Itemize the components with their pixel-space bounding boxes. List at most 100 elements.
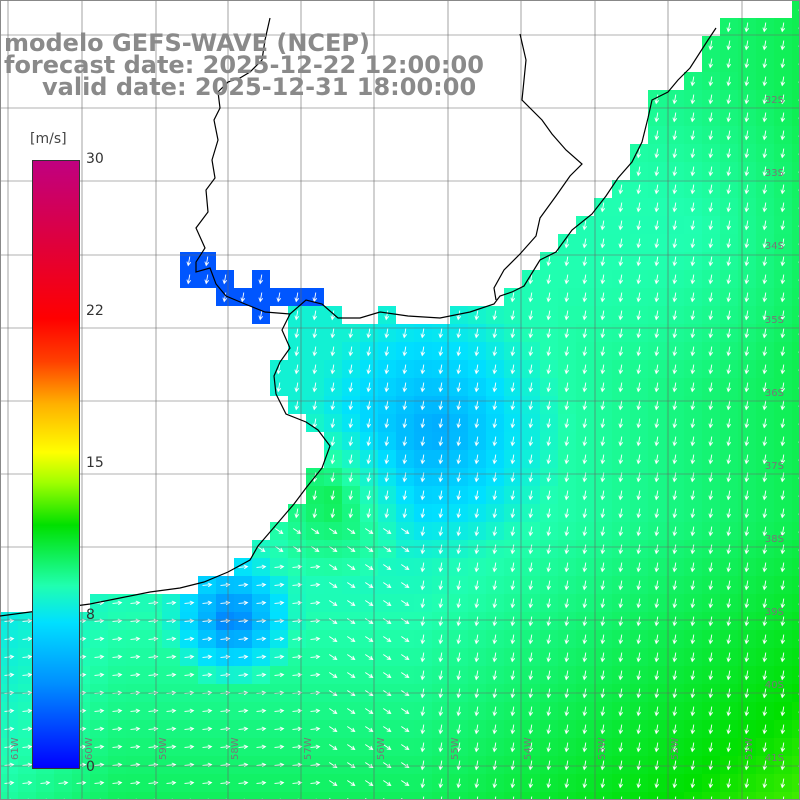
wind-arrow <box>312 346 318 357</box>
wind-arrow <box>402 454 408 465</box>
wind-arrow <box>401 600 410 607</box>
wind-arrow <box>347 636 356 643</box>
wind-arrow <box>347 708 356 715</box>
wind-arrow <box>492 580 498 591</box>
wind-arrow <box>420 526 426 537</box>
wind-arrow <box>582 310 588 321</box>
wind-arrow <box>348 364 354 375</box>
wind-arrow <box>600 508 606 519</box>
wind-arrow <box>312 292 318 303</box>
wind-arrow <box>294 310 300 321</box>
wind-arrow <box>582 400 588 411</box>
wind-arrow <box>762 616 768 627</box>
wind-arrow <box>438 580 444 591</box>
wind-arrow <box>94 780 105 786</box>
latitude-label: 33S <box>765 168 784 179</box>
wind-arrow <box>474 418 480 429</box>
wind-arrow <box>708 580 714 591</box>
wind-arrow <box>672 652 678 663</box>
wind-arrow <box>618 454 624 465</box>
wind-arrow <box>636 436 642 447</box>
latitude-label: 41S <box>765 753 784 764</box>
wind-arrow <box>672 670 678 681</box>
wind-arrow <box>726 706 732 717</box>
wind-arrow <box>708 184 714 195</box>
wind-arrow <box>726 112 732 123</box>
wind-arrow <box>202 744 213 750</box>
wind-arrow <box>456 544 462 555</box>
wind-arrow <box>636 328 642 339</box>
wind-arrow <box>112 744 123 750</box>
latitude-labels: 32S 33S 34S 35S 36S 37S 38S 39S 40S 41S <box>765 95 784 764</box>
wind-cell <box>252 792 270 800</box>
wind-arrow <box>744 418 750 429</box>
wind-arrow <box>726 328 732 339</box>
wind-arrow <box>365 600 374 607</box>
wind-arrow <box>744 436 750 447</box>
wind-arrow <box>744 508 750 519</box>
wind-arrow <box>708 382 714 393</box>
wind-arrow <box>330 310 336 321</box>
wind-arrow <box>510 328 516 339</box>
wind-arrow <box>564 760 570 771</box>
wind-cell <box>792 36 800 54</box>
wind-arrow <box>780 580 786 591</box>
wind-arrow <box>166 672 177 678</box>
colorbar-tick-0: 0 <box>86 759 95 775</box>
wind-arrow <box>275 528 284 535</box>
wind-arrow <box>384 382 390 393</box>
wind-arrow <box>292 726 303 732</box>
wind-arrow <box>492 328 498 339</box>
wind-cell <box>342 792 360 800</box>
wind-arrow <box>492 598 498 609</box>
wind-arrow <box>708 670 714 681</box>
wind-arrow <box>366 382 372 393</box>
wind-arrow <box>600 652 606 663</box>
wind-arrow <box>130 636 141 642</box>
wind-arrow <box>456 526 462 537</box>
wind-arrow <box>510 706 516 717</box>
wind-arrow <box>582 634 588 645</box>
wind-arrow <box>383 744 392 751</box>
wind-arrow <box>438 436 444 447</box>
wind-arrow <box>456 760 462 771</box>
wind-arrow <box>564 544 570 555</box>
wind-arrow <box>294 382 300 393</box>
wind-arrow <box>312 490 318 501</box>
wind-arrow <box>762 220 768 231</box>
wind-arrow <box>654 166 660 177</box>
wind-arrow <box>256 708 267 714</box>
wind-arrow <box>510 526 516 537</box>
wind-arrow <box>582 670 588 681</box>
wind-arrow <box>672 778 678 789</box>
wind-arrow <box>708 76 714 87</box>
wind-cell <box>792 630 800 648</box>
wind-arrow <box>456 508 462 519</box>
wind-arrow <box>600 400 606 411</box>
wind-arrow <box>58 780 69 786</box>
wind-arrow <box>636 382 642 393</box>
wind-arrow <box>762 742 768 753</box>
wind-arrow <box>492 382 498 393</box>
wind-arrow <box>600 580 606 591</box>
wind-arrow <box>256 654 267 660</box>
wind-arrow <box>656 796 659 800</box>
wind-arrow <box>582 274 588 285</box>
wind-arrow <box>600 616 606 627</box>
wind-cell <box>612 792 630 800</box>
wind-arrow <box>708 724 714 735</box>
wind-arrow <box>184 744 195 750</box>
wind-arrow <box>330 436 336 447</box>
wind-arrow <box>257 546 266 553</box>
wind-arrow <box>690 760 696 771</box>
wind-arrow <box>383 636 392 643</box>
wind-arrow <box>292 744 303 750</box>
wind-arrow <box>438 418 444 429</box>
wind-arrow <box>474 436 480 447</box>
wind-arrow <box>780 418 786 429</box>
wind-cell <box>72 792 90 800</box>
wind-arrow <box>618 706 624 717</box>
wind-arrow <box>564 598 570 609</box>
wind-arrow <box>238 672 249 678</box>
wind-arrow <box>620 796 623 800</box>
